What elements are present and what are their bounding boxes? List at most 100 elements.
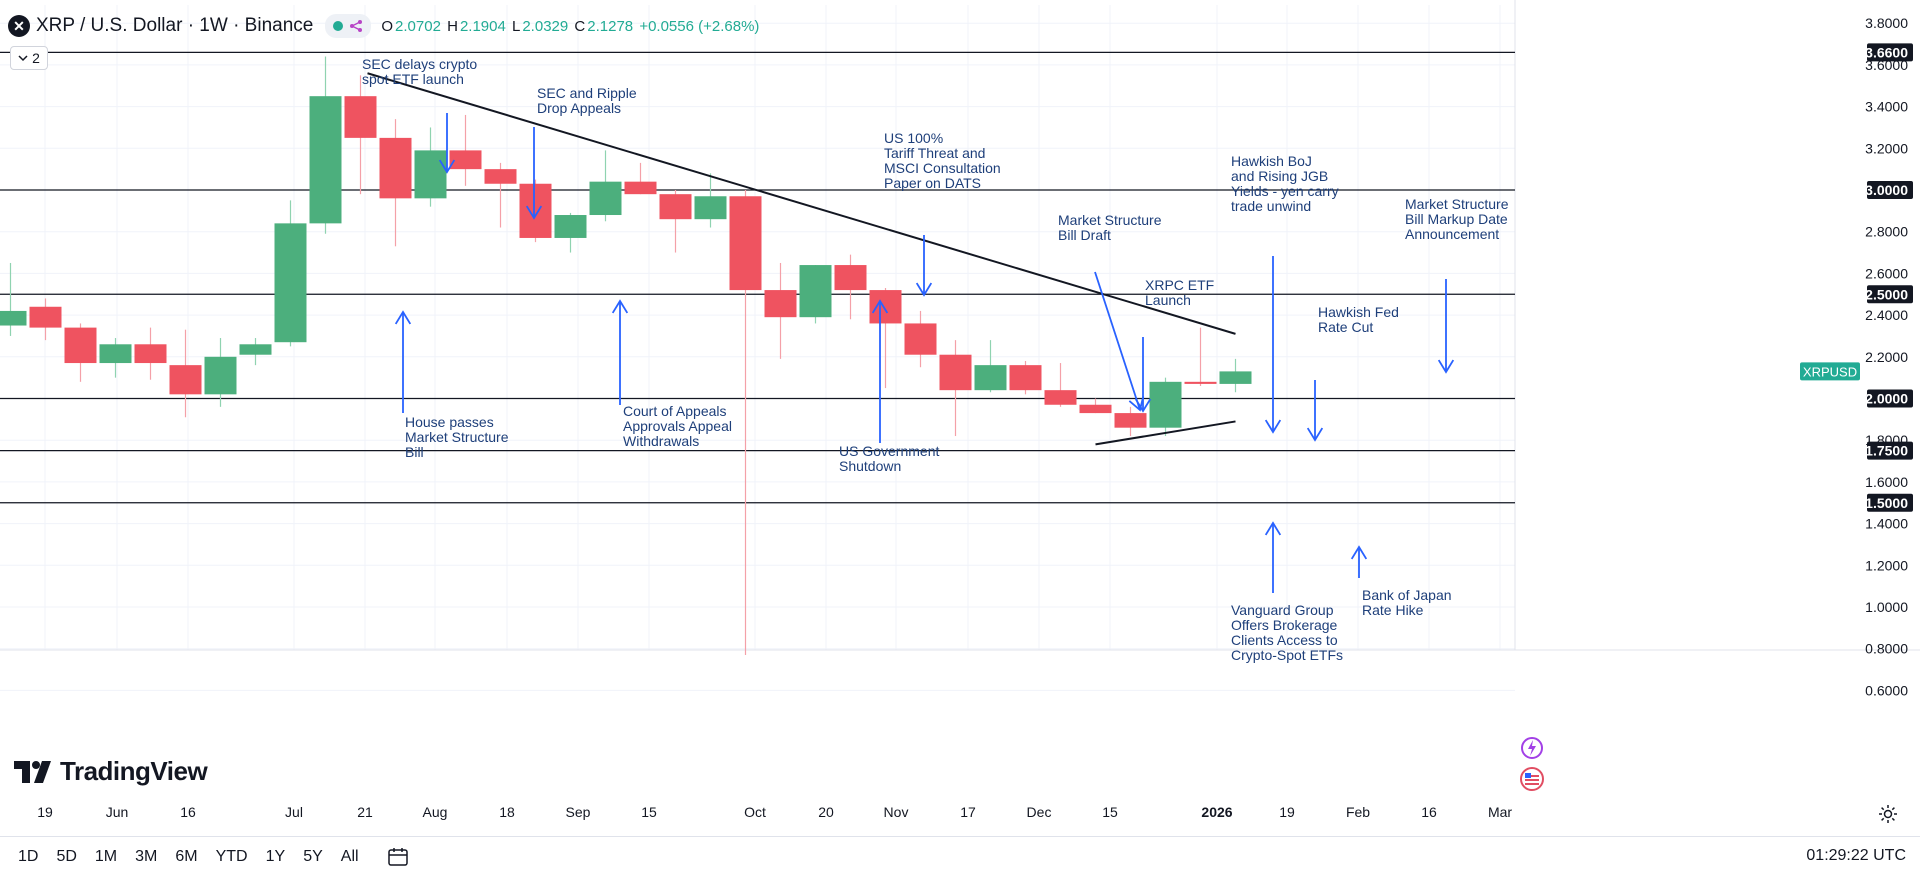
candles[interactable] [0, 56, 1252, 655]
candle[interactable] [624, 162, 657, 195]
candle[interactable] [764, 262, 797, 359]
candle[interactable] [939, 340, 972, 437]
annotation-arrowhead [915, 282, 933, 297]
price-axis[interactable]: 4.40004.20004.00003.80003.60003.40003.20… [1865, 0, 1908, 698]
x-tick-label: 21 [357, 804, 373, 820]
candle-body [799, 265, 832, 318]
market-status-pill[interactable] [325, 14, 372, 38]
candle[interactable] [29, 298, 62, 341]
indicators-toggle[interactable]: 2 [10, 46, 48, 70]
candle[interactable] [239, 338, 272, 366]
candle-body [589, 181, 622, 216]
candle[interactable] [169, 329, 202, 418]
market-open-icon [333, 21, 344, 31]
candle[interactable] [869, 287, 902, 389]
annotation-text: Market Structure [405, 429, 509, 445]
timeframe-button-3m[interactable]: 3M [135, 847, 158, 865]
level-price-label: 1.5000 [1865, 495, 1908, 511]
candle[interactable] [64, 323, 97, 382]
timeframe-list: 1D 5D 1M 3M 6M YTD 1Y 5Y All [0, 848, 359, 866]
candle[interactable] [554, 212, 587, 253]
candle[interactable] [449, 114, 482, 186]
tradingview-logo[interactable]: TradingView [14, 756, 208, 787]
timeframe-button-6m[interactable]: 6M [175, 847, 198, 865]
trendline[interactable] [1095, 420, 1236, 446]
candle[interactable] [414, 127, 447, 207]
candle[interactable] [1009, 360, 1042, 395]
candle[interactable] [519, 179, 552, 243]
timeframe-button-1y[interactable]: 1Y [265, 847, 286, 865]
x-tick-label: 2026 [1201, 804, 1232, 820]
candle[interactable] [1044, 363, 1077, 407]
candle[interactable] [1079, 398, 1112, 414]
flash-icon[interactable] [1518, 736, 1546, 760]
time-axis[interactable]: 19 Jun 16 Jul 21 Aug 18 Sep 15 Oct 20 Nov 17 Dec 15 202… [37, 804, 1512, 820]
symbol-title[interactable]: XRP / U.S. Dollar · 1W · Binance [36, 15, 314, 36]
level-price-label: 2.5000 [1865, 286, 1908, 302]
candle-body [29, 306, 62, 328]
timeframe-button-1m[interactable]: 1M [94, 847, 118, 865]
candle[interactable] [694, 173, 727, 228]
change-value: +0.0556 (+2.68%) [639, 17, 760, 35]
candle[interactable] [274, 200, 307, 347]
candle-body [519, 183, 552, 238]
candle-body [379, 137, 412, 199]
candle[interactable] [1184, 327, 1217, 386]
logo-text: TradingView [60, 756, 208, 786]
us-flag-icon[interactable] [1518, 766, 1546, 792]
candle[interactable] [0, 262, 27, 336]
ohlc-values: O 2.0702 H 2.1904 L 2.0329 C 2.1278 +0.0556 … [381, 18, 761, 35]
candle[interactable] [379, 119, 412, 247]
trendlines[interactable] [367, 72, 1236, 446]
candle[interactable] [1149, 377, 1182, 437]
trendline[interactable] [367, 72, 1236, 335]
candle[interactable] [659, 190, 692, 253]
timeframe-button-all[interactable]: All [340, 847, 359, 865]
candle[interactable] [799, 265, 832, 324]
tradingview-logo-icon [14, 760, 51, 783]
chart-settings-gear-icon[interactable] [1878, 804, 1898, 824]
candle[interactable] [1219, 358, 1252, 393]
annotation-text: XRPC ETF [1145, 277, 1214, 293]
annotation-text: Market Structure [1058, 212, 1162, 228]
candle[interactable] [904, 310, 937, 368]
candle[interactable] [309, 56, 342, 234]
candle[interactable] [974, 340, 1007, 393]
timeframe-button-5d[interactable]: 5D [56, 847, 77, 865]
utc-clock[interactable]: 01:29:22 UTC [1806, 847, 1906, 864]
date-range-calendar-icon[interactable] [387, 847, 409, 867]
annotation-text: Approvals Appeal [623, 418, 732, 434]
candle[interactable] [99, 338, 132, 378]
candle[interactable] [834, 254, 867, 320]
symbol-header: ✕ XRP / U.S. Dollar · 1W · Binance O 2.07… [8, 12, 761, 40]
candle[interactable] [589, 150, 622, 222]
candle[interactable] [344, 75, 377, 195]
y-tick-label: 2.8000 [1865, 224, 1908, 240]
candle-body [1009, 365, 1042, 391]
timeframe-button-1d[interactable]: 1D [18, 847, 39, 865]
candle[interactable] [204, 338, 237, 407]
candle[interactable] [134, 327, 167, 380]
candle[interactable] [729, 190, 762, 655]
candle-body [939, 354, 972, 391]
timeframe-button-ytd[interactable]: YTD [215, 847, 248, 865]
candle[interactable] [1114, 406, 1147, 437]
timeframe-button-5y[interactable]: 5Y [303, 847, 323, 865]
candle[interactable] [484, 162, 517, 228]
candle-body [99, 344, 132, 364]
level-price-tag [1867, 441, 1913, 460]
